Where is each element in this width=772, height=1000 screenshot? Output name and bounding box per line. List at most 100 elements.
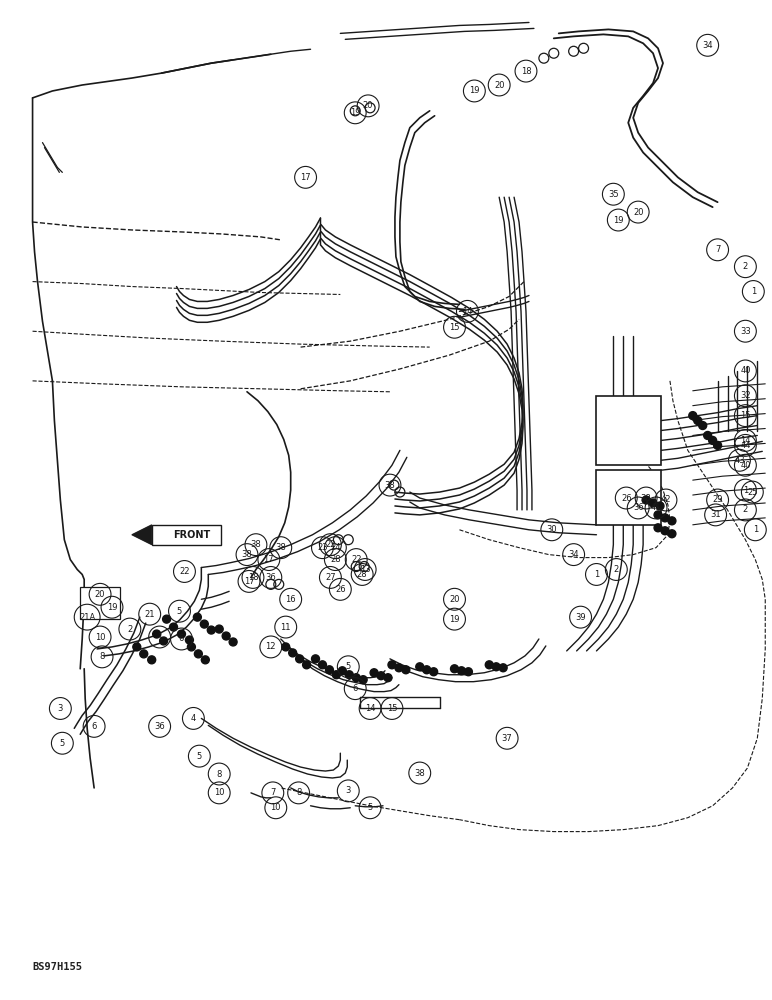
Circle shape (649, 499, 657, 507)
Circle shape (194, 613, 201, 621)
Text: 38: 38 (384, 481, 395, 490)
Circle shape (303, 661, 310, 669)
Text: 36: 36 (154, 722, 165, 731)
Text: 28: 28 (330, 555, 340, 564)
Circle shape (326, 666, 334, 674)
Polygon shape (152, 525, 222, 545)
Text: 24: 24 (330, 543, 340, 552)
Circle shape (423, 666, 431, 674)
Text: 17: 17 (244, 577, 254, 586)
Text: 4: 4 (191, 714, 196, 723)
Text: FRONT: FRONT (173, 530, 210, 540)
Text: 1: 1 (753, 525, 758, 534)
Circle shape (345, 671, 354, 679)
Circle shape (160, 637, 168, 645)
Circle shape (642, 496, 650, 504)
Bar (597, 396, 661, 465)
Text: 34: 34 (568, 550, 579, 559)
Circle shape (654, 524, 662, 532)
Circle shape (493, 663, 500, 671)
Text: 20: 20 (494, 81, 504, 90)
Text: 32: 32 (740, 391, 750, 400)
Text: 21A: 21A (79, 613, 95, 622)
Circle shape (661, 527, 669, 535)
Text: 29: 29 (713, 495, 723, 504)
Text: 15: 15 (740, 411, 750, 420)
Text: 36: 36 (633, 503, 644, 512)
Text: 43: 43 (734, 456, 745, 465)
Text: 40: 40 (740, 461, 750, 470)
Circle shape (185, 636, 194, 644)
Text: 38: 38 (242, 550, 252, 559)
Circle shape (222, 632, 230, 640)
Circle shape (370, 669, 378, 677)
Circle shape (395, 664, 403, 672)
Circle shape (133, 643, 141, 651)
Text: 40: 40 (740, 366, 750, 375)
Text: 15: 15 (387, 704, 398, 713)
Circle shape (312, 655, 320, 663)
Circle shape (654, 511, 662, 519)
Text: 13: 13 (360, 565, 371, 574)
Text: 14: 14 (365, 704, 375, 713)
Circle shape (709, 436, 716, 444)
Text: 38: 38 (276, 543, 286, 552)
Circle shape (282, 643, 290, 651)
Text: 26: 26 (621, 494, 631, 503)
Text: 19: 19 (469, 86, 479, 95)
Text: 14: 14 (740, 436, 750, 445)
Text: 38: 38 (415, 769, 425, 778)
Text: 22: 22 (351, 555, 361, 564)
Text: 34: 34 (703, 41, 713, 50)
Text: 42: 42 (661, 495, 671, 504)
Circle shape (319, 661, 327, 669)
Circle shape (694, 417, 702, 425)
Circle shape (704, 431, 712, 439)
Circle shape (153, 630, 161, 638)
Text: 16: 16 (286, 595, 296, 604)
Text: 6: 6 (353, 684, 358, 693)
Circle shape (661, 514, 669, 522)
Circle shape (486, 661, 493, 669)
Text: 31: 31 (710, 510, 721, 519)
Text: 17: 17 (300, 173, 311, 182)
Text: 1: 1 (743, 486, 748, 495)
Circle shape (188, 643, 195, 651)
Text: 38: 38 (641, 494, 652, 503)
Text: 6: 6 (179, 634, 185, 643)
Circle shape (333, 671, 340, 679)
Text: 28: 28 (357, 570, 367, 579)
Circle shape (377, 672, 385, 680)
Circle shape (201, 656, 209, 664)
Circle shape (430, 668, 438, 676)
Text: 5: 5 (59, 739, 65, 748)
Circle shape (458, 667, 466, 675)
Text: 36: 36 (266, 573, 276, 582)
Text: 7: 7 (270, 788, 276, 797)
Text: 15: 15 (449, 323, 460, 332)
Circle shape (338, 667, 347, 675)
Text: 10: 10 (270, 803, 281, 812)
Text: 10: 10 (214, 788, 225, 797)
Text: 20: 20 (95, 590, 105, 599)
Text: 37: 37 (502, 734, 513, 743)
Circle shape (147, 656, 156, 664)
Circle shape (163, 615, 171, 623)
Text: 21: 21 (144, 610, 155, 619)
Text: 38: 38 (251, 540, 261, 549)
Text: 20: 20 (633, 208, 643, 217)
Text: 5: 5 (367, 803, 373, 812)
Text: 18: 18 (520, 67, 531, 76)
Text: 26: 26 (335, 585, 346, 594)
Text: 10: 10 (95, 633, 105, 642)
Text: 19: 19 (449, 615, 460, 624)
Text: 27: 27 (325, 573, 336, 582)
Text: 3: 3 (58, 704, 63, 713)
Circle shape (384, 674, 392, 682)
Text: 35: 35 (608, 190, 618, 199)
Circle shape (465, 668, 472, 676)
Circle shape (140, 650, 147, 658)
Text: 20: 20 (449, 595, 460, 604)
Text: 20: 20 (363, 101, 374, 110)
Text: 14: 14 (462, 307, 472, 316)
